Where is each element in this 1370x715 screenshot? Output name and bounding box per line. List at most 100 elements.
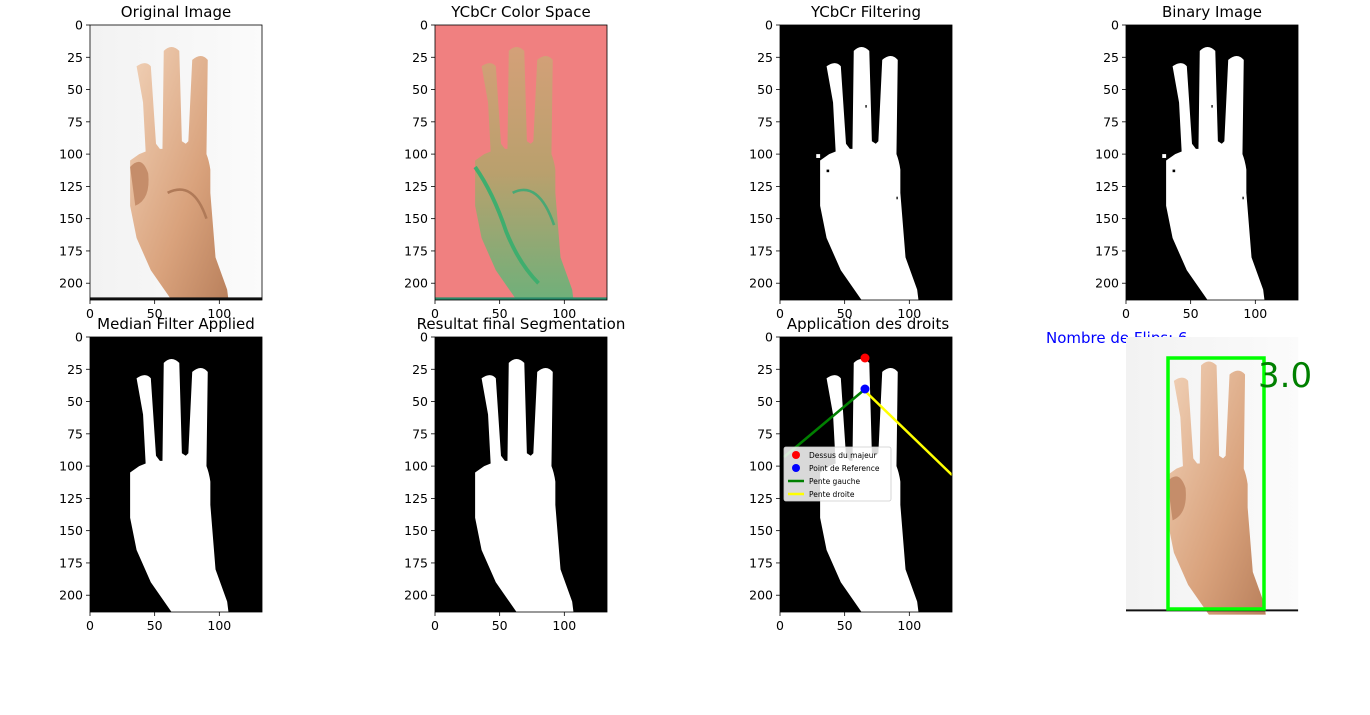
panel-title: Resultat final Segmentation	[417, 315, 626, 333]
y-tick-label: 100	[404, 459, 428, 474]
y-tick-label: 175	[749, 243, 773, 258]
original-photo	[90, 25, 263, 300]
y-tick-label: 125	[749, 491, 773, 506]
x-tick-label: 0	[431, 618, 439, 633]
detection-box	[1166, 356, 1266, 611]
x-tick-label: 0	[1122, 306, 1130, 321]
y-tick-label: 0	[420, 18, 428, 33]
y-tick-label: 25	[1103, 50, 1119, 65]
y-tick-label: 125	[404, 179, 428, 194]
y-tick-label: 150	[59, 523, 83, 538]
y-tick-label: 0	[75, 18, 83, 33]
y-tick-label: 25	[412, 50, 428, 65]
axes-frame	[89, 24, 263, 301]
legend-item-pente-gauche: Pente gauche	[788, 477, 861, 486]
reference-point	[860, 384, 870, 394]
filtered-mask	[780, 25, 953, 300]
y-tick-label: 25	[67, 362, 83, 377]
y-tick-label: 125	[59, 491, 83, 506]
x-tick-label: 0	[776, 306, 784, 321]
x-tick-label: 0	[431, 306, 439, 321]
y-tick-label: 200	[749, 588, 773, 603]
y-tick-label: 50	[1103, 82, 1119, 97]
x-tick-label: 100	[897, 618, 921, 633]
y-tick-label: 175	[404, 555, 428, 570]
finger-count-label: 3.0	[1258, 356, 1312, 396]
panel-median-filter: Median Filter Applied 0 25 50 75 100 125 150 17…	[59, 315, 263, 633]
legend-item-pente-droite: Pente droite	[788, 490, 855, 499]
x-tick-label: 50	[837, 306, 853, 321]
y-tick-label: 100	[59, 147, 83, 162]
x-tick-label: 100	[1243, 306, 1267, 321]
legend-label: Pente gauche	[809, 477, 861, 486]
y-tick-label: 100	[404, 147, 428, 162]
panel-title: YCbCr Filtering	[810, 3, 921, 21]
legend-label: Point de Reference	[809, 464, 880, 473]
x-tick-label: 50	[492, 618, 508, 633]
x-tick-label: 50	[1183, 306, 1199, 321]
y-tick-label: 75	[412, 426, 428, 441]
y-tick-label: 200	[1095, 276, 1119, 291]
x-tick-label: 50	[147, 306, 163, 321]
y-tick-label: 150	[1095, 211, 1119, 226]
y-tick-label: 100	[749, 459, 773, 474]
y-tick-label: 75	[67, 114, 83, 129]
legend-label: Dessus du majeur	[809, 451, 878, 460]
x-tick-label: 100	[552, 306, 576, 321]
y-tick-label: 50	[67, 82, 83, 97]
left-slope-line	[783, 389, 865, 458]
panel-ycbcr-color-space: YCbCr Color Space 0 25 50 75 100 125 150 175 200…	[404, 3, 608, 321]
x-tick-label: 0	[86, 618, 94, 633]
y-tick-label: 200	[404, 588, 428, 603]
median-mask	[90, 337, 263, 612]
y-tick-label: 150	[404, 523, 428, 538]
y-tick-label: 175	[749, 555, 773, 570]
ycbcr-image	[435, 25, 608, 300]
panel-title: Application des droits	[787, 315, 949, 333]
y-tick-label: 150	[404, 211, 428, 226]
y-tick-label: 25	[757, 362, 773, 377]
y-tick-label: 200	[59, 588, 83, 603]
y-tick-label: 175	[59, 555, 83, 570]
legend-item-dessus-du-majeur: Dessus du majeur	[792, 451, 878, 460]
y-tick-label: 25	[412, 362, 428, 377]
y-tick-label: 150	[749, 211, 773, 226]
y-tick-label: 125	[1095, 179, 1119, 194]
axes-frame	[779, 336, 953, 613]
y-tick-label: 0	[75, 330, 83, 345]
x-tick-label: 50	[492, 306, 508, 321]
y-tick-label: 175	[59, 243, 83, 258]
y-tick-label: 75	[1103, 114, 1119, 129]
y-tick-label: 125	[749, 179, 773, 194]
axes-frame	[434, 24, 608, 301]
y-tick-label: 125	[59, 179, 83, 194]
y-tick-label: 200	[59, 276, 83, 291]
legend-label: Pente droite	[809, 490, 855, 499]
x-tick-label: 100	[552, 618, 576, 633]
panel-detection-result: Nombre de Flips: 6 3.0	[1046, 329, 1312, 615]
y-tick-label: 0	[765, 330, 773, 345]
axes-frame	[779, 24, 953, 301]
segmentation-mask	[435, 337, 608, 612]
x-tick-label: 0	[776, 618, 784, 633]
panel-application-des-droits: Application des droits Dessus du majeur …	[749, 315, 953, 633]
axes-frame	[1125, 24, 1299, 301]
y-tick-label: 50	[67, 394, 83, 409]
panel-title: YCbCr Color Space	[450, 3, 590, 21]
x-tick-label: 50	[837, 618, 853, 633]
y-tick-label: 75	[412, 114, 428, 129]
panel-title: Median Filter Applied	[97, 315, 255, 333]
red-dot-icon	[792, 451, 800, 459]
x-tick-label: 100	[897, 306, 921, 321]
legend: Dessus du majeur Point de Reference Pent…	[783, 446, 892, 502]
x-tick-label: 50	[147, 618, 163, 633]
right-slope-line	[863, 389, 953, 476]
